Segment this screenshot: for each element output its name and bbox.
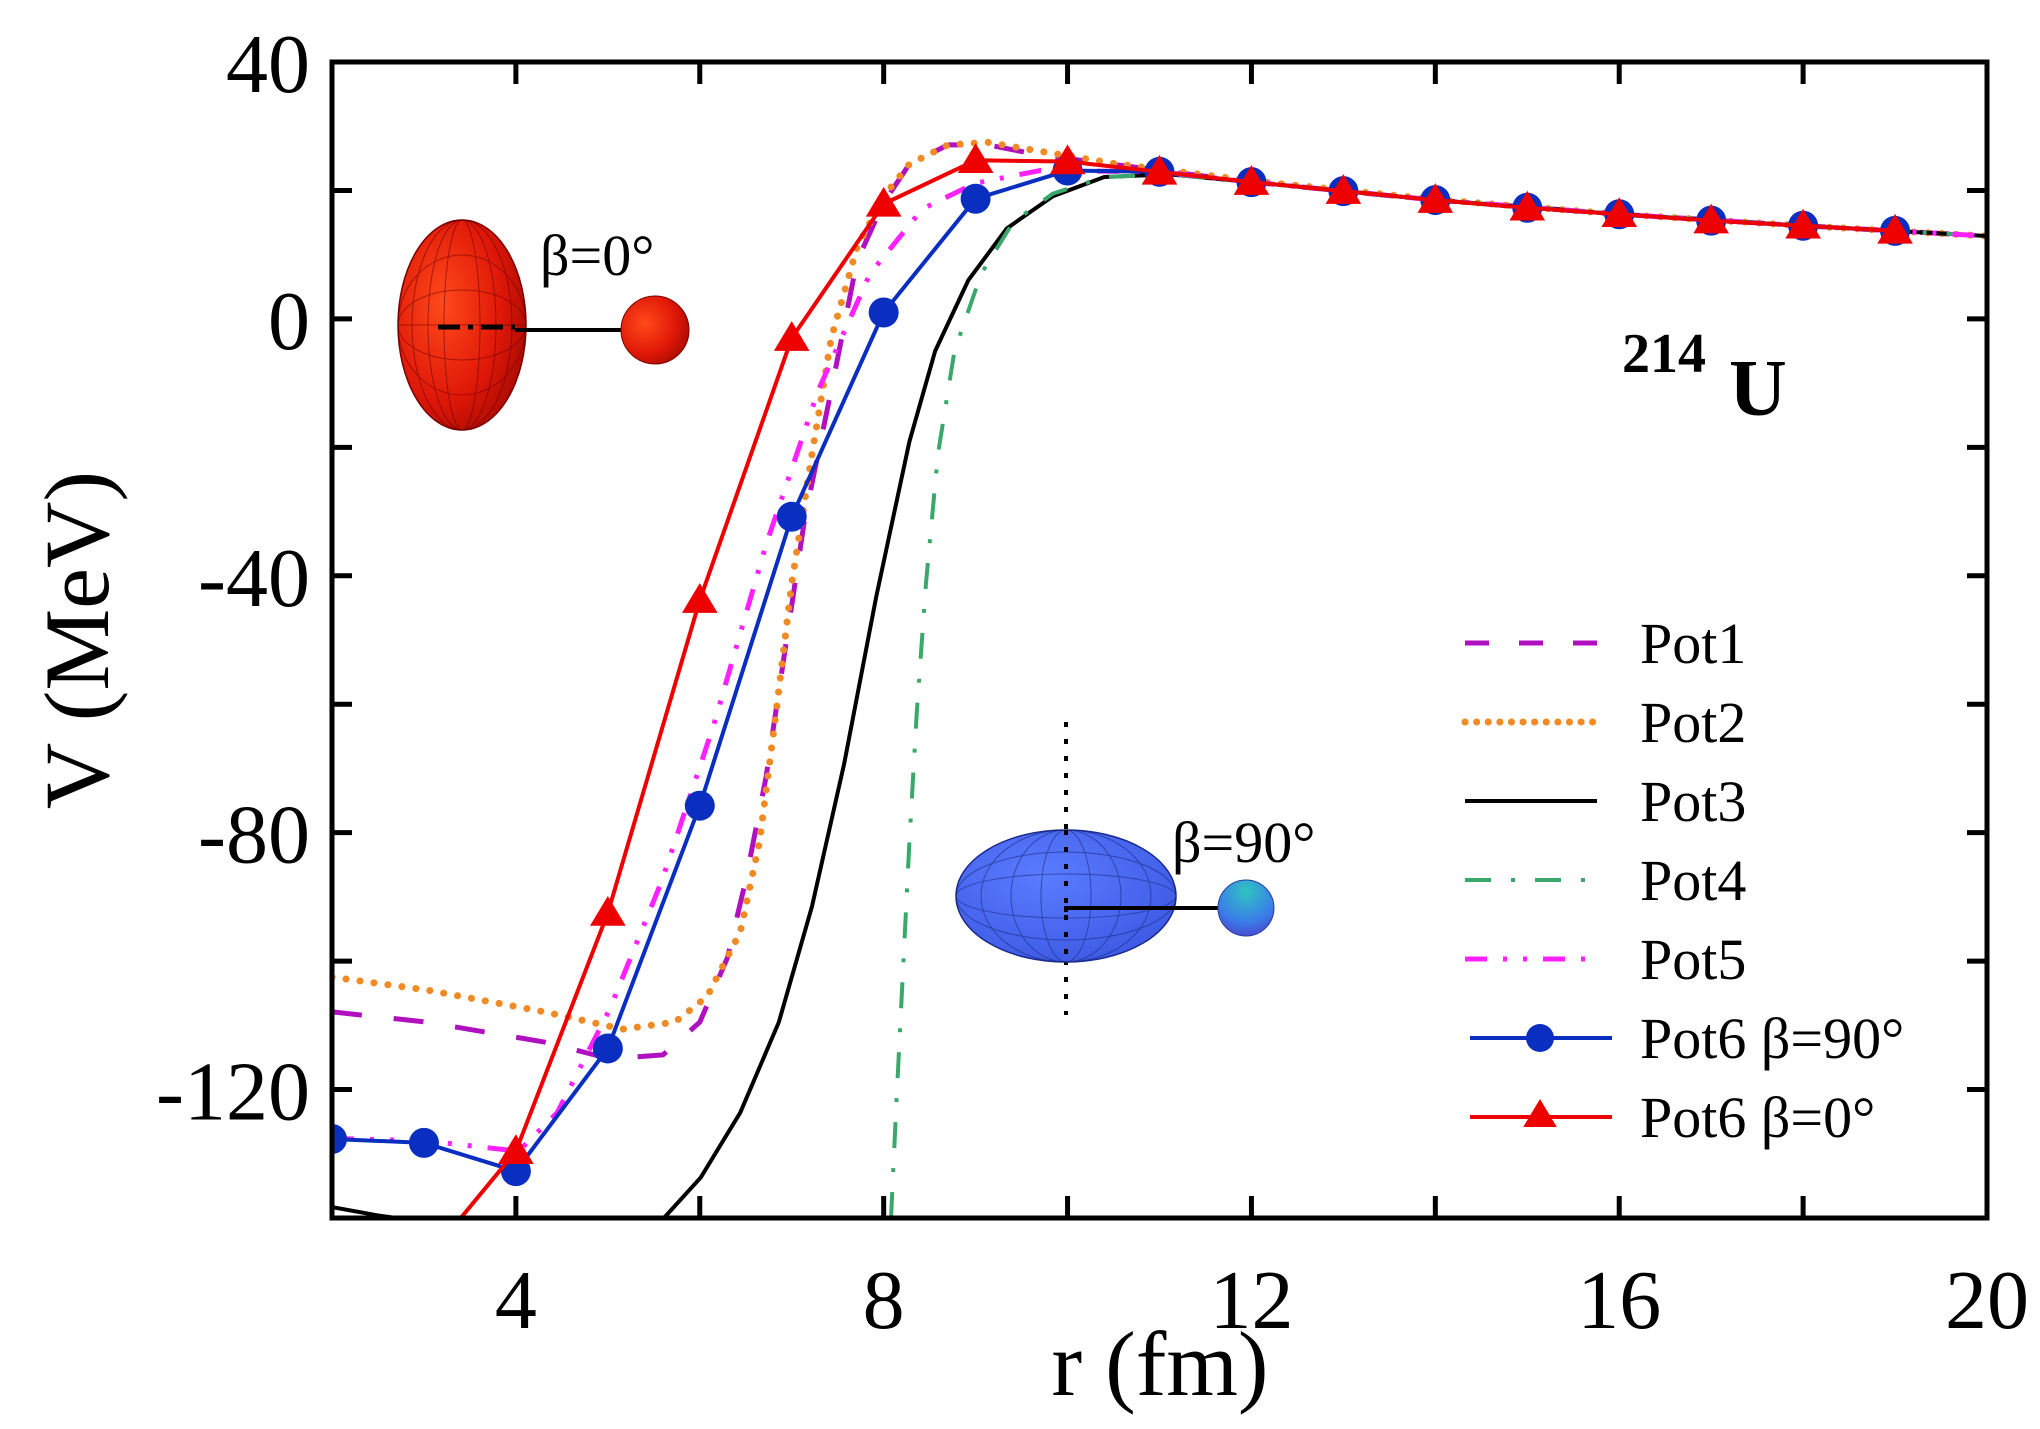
data-point [773,321,810,351]
legend-item-pot4: Pot4 [1465,848,1746,913]
legend-label: Pot1 [1640,611,1746,676]
beta0-illustration: β=0° [397,219,690,431]
data-point [1049,144,1086,175]
axes [329,59,1990,1221]
data-point [1233,165,1270,195]
alpha-particle [1217,879,1275,937]
alpha-particle [620,295,690,365]
tick-labels: 4 8 12 16 20 -120 -80 -40 0 40 [156,18,2029,1347]
y-tick-label: 40 [226,18,310,111]
y-tick-label: -80 [198,789,310,882]
series-layer [332,138,1987,1218]
legend-marker [1523,1099,1557,1127]
legend-label: Pot6 β=90° [1640,1006,1904,1071]
series-pot6-beta0 [459,143,1913,1218]
nucleus-symbol: U [1729,345,1787,433]
legend-item-pot5: Pot5 [1465,927,1746,992]
data-point [1877,213,1913,244]
separation-line [1064,906,1243,912]
legend-label: Pot2 [1640,690,1746,755]
x-tick-label: 12 [1209,1254,1293,1347]
y-tick-label: 0 [268,275,310,368]
data-point [1417,183,1454,213]
data-point [776,501,807,532]
beta90-illustration: β=90° [955,722,1315,1015]
data-point [957,143,994,174]
legend-label: Pot4 [1640,848,1746,913]
legend-label: Pot3 [1640,769,1746,834]
data-point [1693,203,1730,234]
legend-item-pot6-beta0: Pot6 β=0° [1470,1085,1875,1150]
legend-item-pot3: Pot3 [1465,769,1746,834]
data-point [1325,174,1362,204]
data-point [1141,154,1178,185]
legend-item-pot6-beta90: Pot6 β=90° [1470,1006,1904,1071]
nucleus-mass-number: 214 [1622,323,1706,385]
y-axis-title: V (MeV) [26,471,128,809]
data-point [408,1127,439,1158]
x-tick-label: 20 [1945,1254,2029,1347]
y-tick-label: -40 [198,532,310,625]
data-point [684,790,715,821]
nucleus-label: 214 U [1622,323,1787,433]
data-point [332,1124,347,1155]
series-line [332,142,1987,1062]
beta0-label: β=0° [540,223,654,288]
data-point [865,186,902,217]
y-tick-label: -120 [156,1046,310,1139]
legend-item-pot1: Pot1 [1465,611,1746,676]
legend-label: Pot6 β=0° [1640,1085,1875,1150]
legend: Pot1 Pot2 Pot3 Pot4 Pot5 Pot6 β=90° Pot6 β=0° [1461,611,1904,1150]
data-point [498,1134,534,1164]
data-point [592,1033,623,1064]
data-point [1601,197,1638,227]
legend-item-pot2: Pot2 [1461,690,1746,755]
x-tick-label: 16 [1577,1254,1661,1347]
x-tick-label: 4 [495,1254,537,1347]
data-point [589,895,626,926]
x-tick-label: 8 [863,1254,905,1347]
data-point [1509,190,1546,221]
plot-frame [329,59,1990,1221]
legend-label: Pot5 [1640,927,1746,992]
beta90-label: β=90° [1172,810,1315,875]
data-point [681,583,718,613]
x-axis-title: r (fm) [1051,1313,1268,1415]
data-point [1785,208,1821,239]
data-point [868,297,899,328]
data-point [960,183,991,214]
series-pot1 [332,142,1987,1062]
legend-marker [1526,1024,1554,1052]
